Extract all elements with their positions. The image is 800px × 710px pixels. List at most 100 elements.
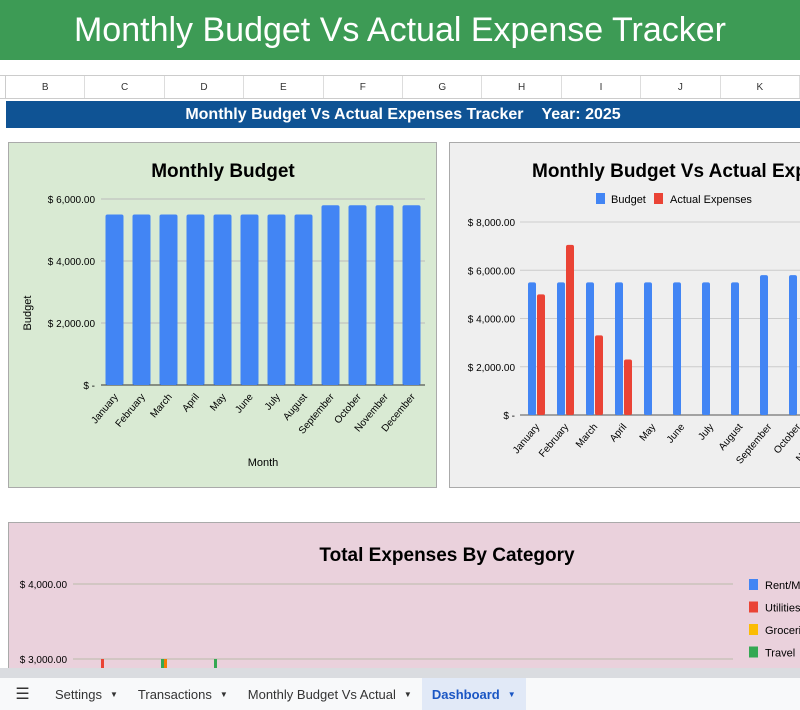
column-header[interactable]: E	[244, 76, 324, 98]
monthly-budget-chart[interactable]: Monthly Budget $ - $ 2,000.00 $ 4,000.00 $ 6…	[8, 142, 437, 488]
legend-label: Utilities	[765, 603, 800, 615]
budget-bar-october	[789, 275, 797, 415]
budget-bar-april	[615, 282, 623, 415]
bar-october	[348, 205, 367, 385]
actual-bar-january	[537, 294, 545, 415]
legend-label: Rent/Mo	[765, 580, 800, 592]
caret-down-icon: ▼	[109, 689, 118, 699]
tab-settings[interactable]: Settings ▼	[45, 678, 128, 710]
budget-bar-july	[702, 282, 710, 415]
bar-december	[402, 205, 421, 385]
row-gutter	[0, 76, 6, 98]
y-tick-label: $ 3,000.00	[20, 655, 68, 666]
budget-vs-actual-chart[interactable]: Monthly Budget Vs Actual Expenses Budget A…	[449, 142, 800, 488]
budget-bar-june	[673, 282, 681, 415]
column-header[interactable]: B	[6, 76, 86, 98]
legend-label: Travel	[765, 648, 795, 660]
bar	[214, 659, 217, 669]
x-tick-label: June	[233, 392, 256, 416]
budget-bar-august	[731, 282, 739, 415]
y-tick-label: $ 2,000.00	[468, 363, 516, 374]
budget-bar-september	[760, 275, 768, 415]
tab-dashboard[interactable]: Dashboard ▼	[421, 678, 526, 710]
x-axis-label: Month	[248, 457, 279, 469]
legend-swatch-budget	[596, 193, 605, 204]
actual-bar-april	[624, 359, 632, 415]
page-banner: Monthly Budget Vs Actual Expense Tracker	[0, 0, 800, 60]
tab-label: Dashboard	[431, 686, 500, 702]
y-tick-label: $ 4,000.00	[468, 315, 516, 326]
y-tick-label: $ 4,000.00	[48, 257, 96, 268]
bar-april	[186, 214, 205, 385]
legend-label: Groceries	[765, 625, 800, 637]
column-header[interactable]: H	[482, 76, 562, 98]
x-tick-label: February	[537, 422, 571, 460]
bar-june	[240, 214, 259, 385]
column-header[interactable]: I	[562, 76, 642, 98]
banner-title: Monthly Budget Vs Actual Expense Tracker	[73, 10, 726, 49]
chart-title: Monthly Budget Vs Actual Expenses	[532, 161, 800, 182]
actual-bar-february	[566, 244, 574, 415]
y-tick-label: $ 2,000.00	[48, 319, 96, 330]
tab-transactions[interactable]: Transactions ▼	[128, 678, 238, 710]
legend-label: Actual Expenses	[670, 194, 752, 206]
tab-label: Monthly Budget Vs Actual	[247, 686, 396, 702]
legend-swatch-actual	[654, 193, 663, 204]
sheet-title-bar: Monthly Budget Vs Actual Expenses Tracke…	[6, 101, 800, 128]
legend-swatch	[749, 646, 758, 658]
column-header[interactable]: F	[324, 76, 403, 98]
chart-title: Monthly Budget	[151, 161, 295, 182]
x-tick-label: April	[608, 422, 629, 444]
bar-july	[267, 214, 286, 385]
legend-swatch	[749, 624, 758, 635]
x-tick-label: August	[717, 422, 746, 453]
column-header[interactable]: D	[165, 76, 245, 98]
legend-swatch	[749, 579, 758, 590]
tab-label: Transactions	[137, 686, 212, 702]
tab-label: Settings	[55, 686, 102, 702]
x-tick-label: October	[772, 421, 800, 456]
actual-bar-march	[595, 335, 603, 415]
bar	[101, 659, 104, 669]
y-tick-label: $ 6,000.00	[48, 195, 96, 206]
y-axis-label: Budget	[22, 296, 34, 331]
legend-label: Budget	[611, 194, 646, 206]
sheet-year: Year: 2025	[541, 105, 621, 123]
y-tick-label: $ 4,000.00	[20, 580, 68, 591]
x-tick-label: March	[149, 392, 175, 420]
column-header[interactable]: J	[641, 76, 721, 98]
y-tick-label: $ -	[83, 381, 95, 392]
bar-february	[132, 214, 151, 385]
budget-bar-may	[644, 282, 652, 415]
tab-monthly-budget-vs-actual[interactable]: Monthly Budget Vs Actual ▼	[238, 678, 422, 710]
x-tick-label: July	[696, 422, 716, 443]
caret-down-icon: ▼	[507, 689, 516, 699]
chart-title: Total Expenses By Category	[319, 545, 575, 566]
expenses-by-category-chart[interactable]: Total Expenses By Category $ 4,000.00 $ 3,…	[8, 522, 800, 669]
bar-november	[375, 205, 394, 385]
sheet-title: Monthly Budget Vs Actual Expenses Tracke…	[185, 105, 524, 123]
legend-swatch	[749, 601, 758, 613]
caret-down-icon: ▼	[403, 689, 412, 699]
column-header[interactable]: G	[403, 76, 483, 98]
x-tick-label: July	[263, 392, 283, 413]
x-tick-label: April	[181, 392, 202, 414]
column-header[interactable]: C	[85, 76, 165, 98]
budget-bar-march	[586, 282, 594, 415]
budget-bar-january	[528, 282, 536, 415]
hamburger-icon[interactable]: ☰	[15, 686, 30, 703]
column-header[interactable]: K	[721, 76, 800, 98]
x-tick-label: May	[638, 422, 659, 444]
bar	[164, 659, 167, 669]
y-tick-label: $ -	[503, 411, 515, 422]
budget-bar-february	[557, 282, 565, 415]
x-tick-label: June	[665, 422, 688, 446]
sheet-tabs-bar: ☰ Settings ▼ Transactions ▼ Monthly Budget…	[0, 668, 800, 710]
y-tick-label: $ 6,000.00	[468, 266, 516, 277]
bar-january	[105, 214, 124, 385]
bar-may	[213, 214, 232, 385]
caret-down-icon: ▼	[219, 689, 228, 699]
y-tick-label: $ 8,000.00	[468, 218, 516, 229]
x-tick-label: May	[208, 392, 229, 414]
